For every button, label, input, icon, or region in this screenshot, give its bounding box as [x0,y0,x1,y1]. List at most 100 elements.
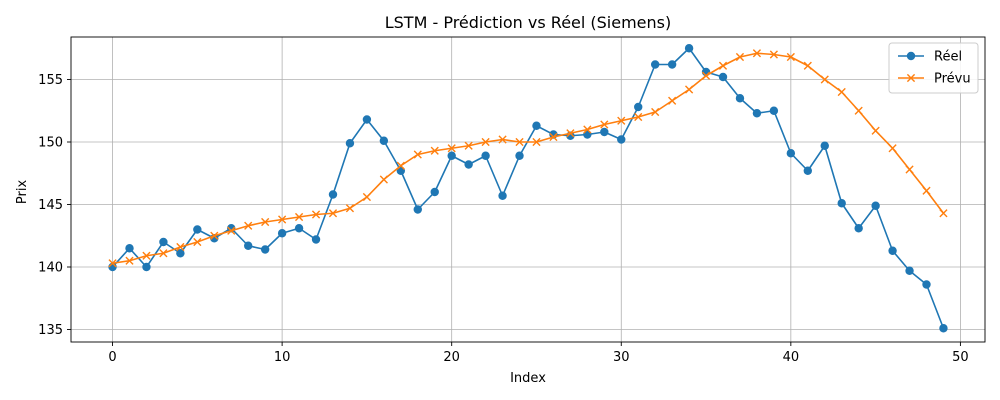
data-point [786,52,795,62]
data-point [278,215,287,224]
data-point [379,175,388,184]
data-point [583,125,592,134]
data-point [854,224,863,233]
data-point [685,85,694,94]
data-point [311,210,321,219]
data-point [634,102,643,112]
data-point [549,132,558,142]
data-point [803,61,812,70]
data-point [362,192,371,202]
y-tick-label: 140 [38,261,63,276]
legend-marker [906,51,916,61]
data-point [227,226,236,235]
data-point [718,61,728,70]
data-point [430,146,439,155]
data-point [837,87,846,97]
y-tick-label: 155 [38,73,63,88]
data-point [617,135,626,144]
series-line-2 [112,52,945,265]
data-point [888,246,897,255]
data-point [515,151,524,160]
data-point [888,144,897,153]
data-point [854,106,863,115]
data-point [735,94,745,103]
data-point [108,259,117,268]
data-point [447,151,456,160]
data-point [922,186,931,195]
data-point [803,166,812,175]
data-point [532,121,541,130]
series-line-1 [111,47,945,329]
data-point [294,224,304,233]
data-point [668,96,677,105]
data-point [396,161,405,170]
data-point [345,204,355,213]
data-point [837,199,846,208]
data-point [600,120,609,129]
data-point [430,187,439,197]
data-point [210,231,219,240]
data-point [769,106,779,115]
data-point [260,245,270,254]
data-point [498,135,507,144]
x-tick-label: 20 [443,350,460,365]
data-point [328,190,338,199]
x-axis-title: Index [510,371,546,386]
data-point [752,49,762,58]
y-tick-label: 145 [38,198,63,213]
x-tick-label: 50 [952,350,969,365]
data-point [735,52,745,62]
data-point [311,235,321,244]
data-point [566,129,575,138]
data-point [345,139,355,148]
data-point [718,72,728,82]
data-point [786,149,796,158]
x-tick-label: 10 [274,350,291,365]
data-point [481,137,490,147]
data-point [684,44,694,53]
data-point [125,244,134,253]
data-point [650,60,660,69]
data-point [294,212,304,222]
y-tick-label: 150 [38,136,63,151]
data-point [464,141,473,150]
data-point [413,150,422,159]
data-point [125,256,134,265]
data-point [142,262,151,272]
data-point [193,237,202,247]
data-point [244,241,253,250]
data-point [532,137,541,147]
legend-label: Réel [934,50,962,65]
data-point [481,151,490,160]
data-point [905,165,914,174]
data-point [464,160,473,169]
plot-frame [70,36,986,343]
data-point [820,75,829,84]
data-point [244,221,253,230]
data-point [362,115,372,124]
data-point [176,242,185,252]
data-point [871,201,880,210]
data-point [939,209,948,218]
data-point [701,71,711,80]
data-point [193,225,202,234]
data-point [498,191,507,200]
legend-marker [906,73,916,83]
data-point [413,205,422,214]
data-point [769,50,778,59]
chart-title: LSTM - Prédiction vs Réel (Siemens) [385,13,672,32]
data-point [159,237,168,247]
data-point [939,324,948,333]
x-tick-label: 0 [108,350,116,365]
x-tick-label: 30 [613,350,630,365]
data-point [820,141,829,150]
y-tick-label: 135 [38,323,63,338]
data-point [261,217,270,227]
data-point [142,251,151,260]
data-point [600,127,609,137]
data-point [634,112,643,122]
data-point [176,249,185,258]
y-axis-title: Prix [15,180,30,205]
data-point [515,137,524,147]
